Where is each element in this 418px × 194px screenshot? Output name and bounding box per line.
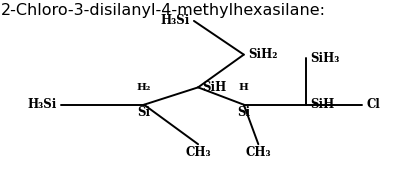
Text: H₃Si: H₃Si (28, 98, 57, 111)
Text: Si: Si (138, 106, 150, 119)
Text: H: H (239, 83, 249, 92)
Text: CH₃: CH₃ (185, 146, 211, 159)
Text: Cl: Cl (367, 98, 380, 111)
Text: CH₃: CH₃ (245, 146, 271, 159)
Text: H₂: H₂ (137, 83, 151, 92)
Text: H₃Si: H₃Si (161, 14, 190, 27)
Text: SiH₂: SiH₂ (248, 48, 277, 61)
Text: SiH₃: SiH₃ (310, 52, 340, 65)
Text: 2-Chloro-3-disilanyl-4-methylhexasilane:: 2-Chloro-3-disilanyl-4-methylhexasilane: (1, 3, 326, 18)
Text: SiH: SiH (202, 81, 227, 94)
Text: SiH: SiH (310, 98, 334, 111)
Text: Si: Si (237, 106, 250, 119)
